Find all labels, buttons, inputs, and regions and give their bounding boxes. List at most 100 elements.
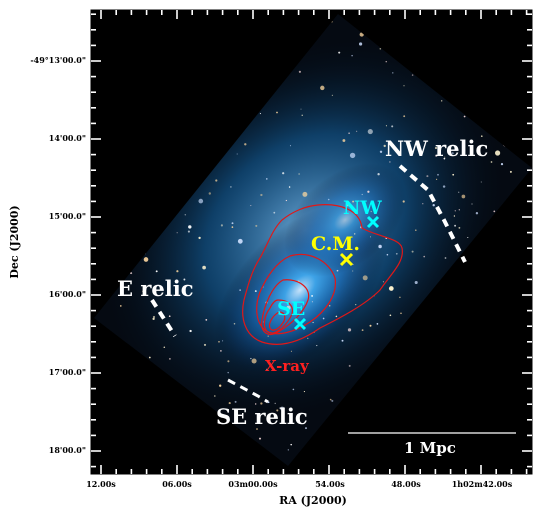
- star: [322, 317, 325, 320]
- star: [285, 199, 288, 202]
- star: [250, 357, 252, 360]
- cm-marker-icon: [339, 252, 354, 267]
- star: [378, 244, 382, 249]
- star: [237, 238, 243, 244]
- star: [282, 172, 285, 175]
- star: [441, 100, 443, 102]
- star: [202, 265, 206, 270]
- relic-dashes: [150, 164, 467, 404]
- star: [348, 132, 350, 134]
- star: [184, 214, 187, 216]
- star: [143, 257, 149, 262]
- star: [288, 186, 291, 188]
- star: [458, 191, 460, 193]
- star: [451, 152, 454, 155]
- star: [259, 113, 261, 115]
- star: [276, 409, 279, 412]
- star: [347, 328, 352, 332]
- star: [292, 388, 295, 391]
- se-marker-icon: [293, 317, 307, 331]
- se-relic-dashes: [227, 378, 269, 404]
- star: [168, 315, 171, 318]
- star: [265, 368, 268, 371]
- star: [213, 395, 216, 397]
- star: [290, 443, 292, 446]
- xtick-label-3: 54.00s: [315, 479, 345, 489]
- star: [454, 224, 457, 227]
- star: [385, 125, 387, 127]
- star: [220, 350, 222, 352]
- star: [461, 194, 466, 199]
- xtick-label-1: 06.00s: [162, 479, 192, 489]
- star: [311, 294, 314, 297]
- star: [274, 402, 276, 405]
- star: [480, 181, 482, 183]
- star: [155, 270, 158, 273]
- star: [312, 321, 314, 324]
- star: [301, 114, 303, 116]
- star: [302, 191, 308, 197]
- x-tick-labels: 12.00s 06.00s 03m00.00s 54.00s 48.00s 1h…: [86, 479, 513, 489]
- star: [467, 237, 469, 238]
- star: [481, 135, 483, 137]
- star: [341, 339, 344, 342]
- star: [260, 402, 263, 405]
- star: [403, 115, 406, 118]
- star: [439, 146, 442, 149]
- star: [227, 360, 230, 363]
- star: [385, 61, 387, 63]
- star: [152, 317, 155, 321]
- star: [250, 205, 252, 207]
- star: [287, 449, 289, 451]
- star: [189, 329, 192, 333]
- star: [383, 144, 386, 148]
- star: [255, 224, 258, 227]
- star: [227, 371, 229, 374]
- star: [352, 264, 354, 266]
- star: [437, 173, 439, 176]
- xtick-label-0: 12.00s: [86, 479, 116, 489]
- star: [367, 129, 373, 135]
- star: [475, 212, 479, 215]
- star: [355, 303, 357, 306]
- star: [370, 211, 372, 213]
- star: [443, 157, 446, 160]
- star: [415, 229, 417, 231]
- star: [228, 402, 231, 405]
- star: [361, 193, 363, 196]
- se-label: SE: [277, 298, 305, 320]
- nw-relic-label: NW relic: [385, 136, 488, 161]
- star: [266, 178, 268, 180]
- star: [176, 232, 178, 234]
- star: [379, 48, 382, 50]
- star: [369, 236, 372, 238]
- nw-label: NW: [343, 197, 382, 219]
- star: [471, 203, 473, 205]
- star: [119, 305, 122, 307]
- axis-ticks: [91, 10, 532, 474]
- cluster-core-north: [284, 163, 406, 277]
- star: [244, 143, 247, 146]
- star: [444, 156, 446, 158]
- star: [411, 250, 414, 253]
- nw-marker-icon: [366, 215, 380, 229]
- star: [351, 54, 353, 57]
- y-tick-labels: -49°13'00.0" 14'00.0" 15'00.0" 16'00.0" …: [30, 55, 86, 455]
- star: [359, 42, 363, 46]
- star: [142, 290, 144, 293]
- star: [352, 200, 355, 203]
- star: [426, 175, 429, 178]
- star: [338, 51, 341, 54]
- star: [220, 224, 223, 227]
- star: [331, 399, 334, 402]
- star: [422, 203, 424, 205]
- star: [399, 296, 401, 299]
- star: [203, 343, 207, 346]
- star: [130, 272, 133, 275]
- star: [257, 419, 260, 422]
- star: [374, 210, 377, 212]
- star: [260, 193, 263, 197]
- star: [454, 210, 456, 212]
- scalebar-label: 1 Mpc: [404, 439, 456, 457]
